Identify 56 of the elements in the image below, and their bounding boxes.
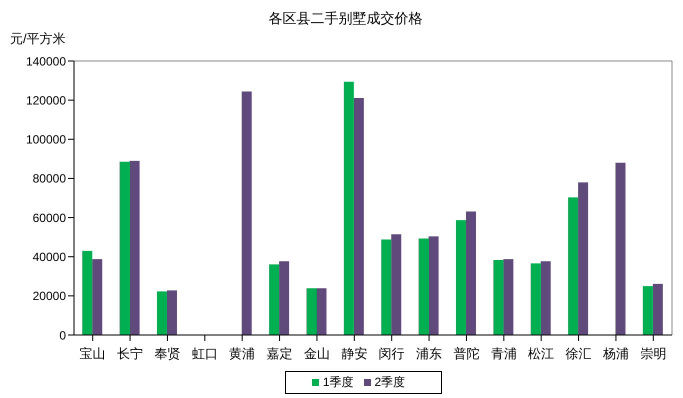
x-tick-label: 闵行: [378, 346, 405, 362]
x-tick-label: 嘉定: [266, 346, 293, 362]
bar: [493, 260, 504, 335]
bar: [456, 220, 466, 335]
bar: [652, 284, 663, 335]
x-tick-label: 杨浦: [602, 346, 629, 362]
x-tick-label: 浦东: [416, 346, 442, 362]
bar: [428, 236, 439, 335]
x-tick-label: 金山: [304, 346, 330, 362]
x-tick-label: 虹口: [192, 346, 218, 362]
x-tick-label: 静安: [341, 346, 368, 362]
bar: [120, 162, 130, 335]
x-tick-label: 长宁: [117, 346, 144, 362]
y-tick-label: 20000: [32, 289, 66, 304]
y-tick-label: 80000: [32, 172, 66, 186]
y-tick-label: 60000: [32, 210, 66, 225]
bar: [354, 98, 364, 335]
bar: [418, 238, 429, 335]
bar: [269, 264, 280, 335]
bar: [578, 182, 588, 335]
x-tick-label: 黄浦: [229, 346, 256, 362]
y-tick-label: 40000: [32, 250, 66, 264]
x-tick-label: 宝山: [80, 346, 106, 362]
legend-label: 2季度: [374, 375, 406, 389]
bar: [642, 286, 653, 335]
bar: [344, 82, 354, 335]
x-tick-label: 徐汇: [566, 346, 592, 362]
bar: [82, 250, 92, 335]
x-tick-label: 崇明: [640, 346, 666, 362]
bar: [540, 261, 551, 335]
bar: [381, 239, 392, 335]
bar: [279, 261, 290, 335]
bar: [242, 92, 252, 335]
y-tick-label: 140000: [26, 54, 66, 68]
bar: [530, 263, 541, 335]
x-tick-label: 普陀: [453, 346, 480, 362]
x-tick-label: 奉贤: [154, 346, 180, 362]
bar: [92, 259, 102, 335]
y-tick-label: 100000: [26, 132, 66, 147]
y-axis-title: 元/平方米: [10, 30, 66, 48]
bar: [503, 259, 514, 335]
bar: [130, 160, 140, 335]
bar: [306, 288, 316, 335]
bar: [316, 288, 326, 335]
x-tick-label: 松江: [528, 346, 554, 362]
y-tick-label: 0: [59, 328, 66, 342]
x-tick-label: 青浦: [490, 346, 517, 362]
bar: [166, 290, 177, 335]
bar: [615, 162, 626, 335]
bar: [466, 212, 476, 335]
legend-label: 1季度: [322, 375, 354, 389]
bar: [156, 291, 167, 335]
bar: [391, 234, 402, 335]
bar: [568, 197, 578, 335]
y-tick-label: 120000: [26, 93, 66, 108]
chart-title: 各区县二手别墅成交价格: [268, 10, 424, 28]
